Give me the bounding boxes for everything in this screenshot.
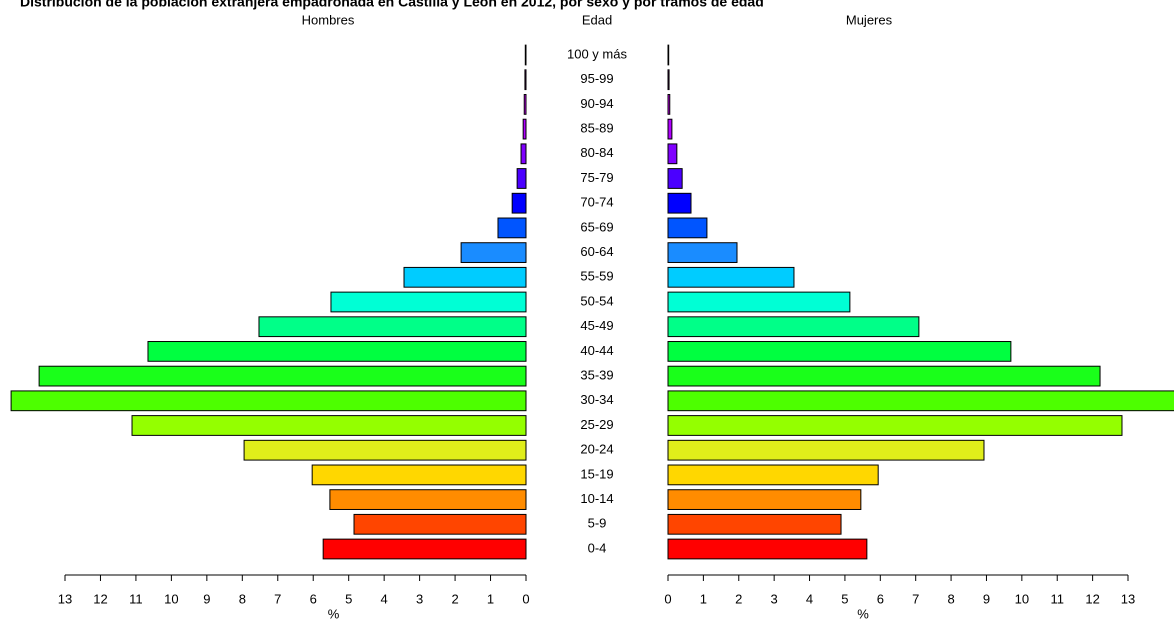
bar <box>667 192 692 214</box>
bar <box>520 143 527 165</box>
x-axis-title: % <box>857 606 869 621</box>
bar <box>667 217 708 239</box>
bar <box>667 341 1012 362</box>
x-tick-label: 11 <box>1050 591 1064 606</box>
category-label: 65-69 <box>580 219 613 234</box>
bar <box>524 44 527 66</box>
x-tick-label: 6 <box>877 591 884 606</box>
category-label: 95-99 <box>580 71 613 86</box>
bar <box>329 489 527 510</box>
x-tick-label: 9 <box>203 591 210 606</box>
category-label: 25-29 <box>580 417 613 432</box>
category-label: 40-44 <box>580 343 613 358</box>
bar <box>311 464 527 486</box>
bar <box>147 341 527 362</box>
bar <box>667 464 879 486</box>
bar <box>667 44 670 66</box>
bar <box>667 94 671 115</box>
category-label: 30-34 <box>580 392 613 407</box>
x-tick-label: 0 <box>664 591 671 606</box>
bar <box>10 390 527 412</box>
x-tick-label: 4 <box>806 591 813 606</box>
x-tick-label: 4 <box>381 591 388 606</box>
category-label: 75-79 <box>580 170 613 185</box>
x-tick-label: 3 <box>771 591 778 606</box>
category-label: 20-24 <box>580 442 613 457</box>
bar <box>497 217 527 239</box>
bar <box>322 538 527 560</box>
category-label: 90-94 <box>580 96 613 111</box>
x-tick-label: 0 <box>522 591 529 606</box>
x-tick-label: 13 <box>1121 591 1135 606</box>
bar <box>667 316 920 338</box>
bar <box>667 168 683 189</box>
x-tick-label: 1 <box>700 591 707 606</box>
category-label: 35-39 <box>580 368 613 383</box>
bar <box>523 94 527 115</box>
category-label: 10-14 <box>580 491 613 506</box>
bar <box>524 69 527 91</box>
x-tick-label: 2 <box>735 591 742 606</box>
x-tick-label: 12 <box>93 591 107 606</box>
bar <box>667 513 842 535</box>
category-label: 15-19 <box>580 466 613 481</box>
bar <box>403 266 527 288</box>
x-tick-label: 5 <box>841 591 848 606</box>
bar <box>131 415 527 436</box>
x-tick-label: 8 <box>239 591 246 606</box>
x-tick-label: 6 <box>310 591 317 606</box>
bar <box>667 118 673 140</box>
bar <box>667 291 851 313</box>
x-tick-label: 8 <box>947 591 954 606</box>
x-tick-label: 2 <box>451 591 458 606</box>
x-tick-label: 10 <box>1015 591 1029 606</box>
x-tick-label: 7 <box>912 591 919 606</box>
chart-title: Distribución de la población extranjera … <box>20 0 764 10</box>
x-axis-title: % <box>328 606 340 621</box>
x-tick-label: 3 <box>416 591 423 606</box>
x-tick-label: 1 <box>487 591 494 606</box>
category-label: 5-9 <box>588 516 607 531</box>
bar <box>667 390 1174 412</box>
category-label: 60-64 <box>580 244 613 259</box>
category-label: 100 y más <box>567 46 627 61</box>
bar <box>667 439 985 461</box>
bar <box>667 143 678 165</box>
category-label: 55-59 <box>580 269 613 284</box>
bar <box>258 316 527 338</box>
bar <box>667 489 862 510</box>
series-header: Hombres <box>302 12 355 27</box>
bar <box>511 192 527 214</box>
bar <box>516 168 527 189</box>
x-tick-label: 10 <box>164 591 178 606</box>
bar <box>667 365 1101 387</box>
bar <box>667 242 738 263</box>
bar <box>522 118 527 140</box>
category-label: 0-4 <box>588 540 607 555</box>
bar <box>38 365 527 387</box>
bar <box>353 513 527 535</box>
x-tick-label: 9 <box>983 591 990 606</box>
category-label: 85-89 <box>580 121 613 136</box>
category-label: 70-74 <box>580 195 613 210</box>
bar <box>667 538 868 560</box>
bar <box>667 415 1123 436</box>
x-tick-label: 11 <box>129 591 143 606</box>
bar <box>243 439 527 461</box>
bar <box>667 266 795 288</box>
bar <box>667 69 670 91</box>
x-tick-label: 12 <box>1085 591 1099 606</box>
category-label: 50-54 <box>580 293 613 308</box>
category-label: 45-49 <box>580 318 613 333</box>
bar <box>460 242 527 263</box>
x-tick-label: 5 <box>345 591 352 606</box>
x-tick-label: 13 <box>58 591 72 606</box>
series-header: Mujeres <box>846 12 893 27</box>
bar <box>330 291 527 313</box>
category-label: 80-84 <box>580 145 613 160</box>
category-header: Edad <box>582 12 612 27</box>
x-tick-label: 7 <box>274 591 281 606</box>
